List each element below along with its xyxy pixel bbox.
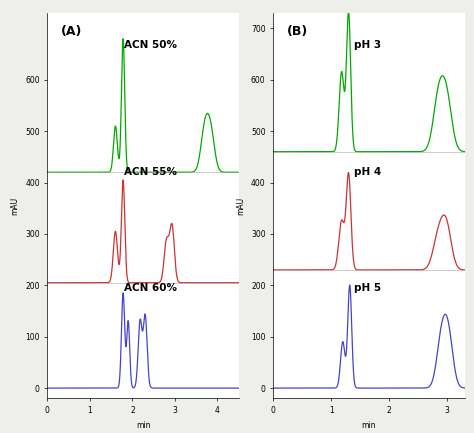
Text: ACN 55%: ACN 55% [124, 167, 177, 177]
X-axis label: min: min [136, 420, 150, 430]
Text: ACN 60%: ACN 60% [124, 283, 177, 293]
Y-axis label: mAU: mAU [10, 197, 19, 215]
Text: ACN 50%: ACN 50% [124, 40, 177, 50]
Text: pH 5: pH 5 [354, 283, 381, 293]
Text: (B): (B) [287, 25, 308, 38]
X-axis label: min: min [362, 420, 376, 430]
Text: (A): (A) [61, 25, 82, 38]
Y-axis label: mAU: mAU [237, 197, 246, 215]
Text: pH 4: pH 4 [354, 167, 381, 177]
Text: pH 3: pH 3 [354, 40, 381, 50]
